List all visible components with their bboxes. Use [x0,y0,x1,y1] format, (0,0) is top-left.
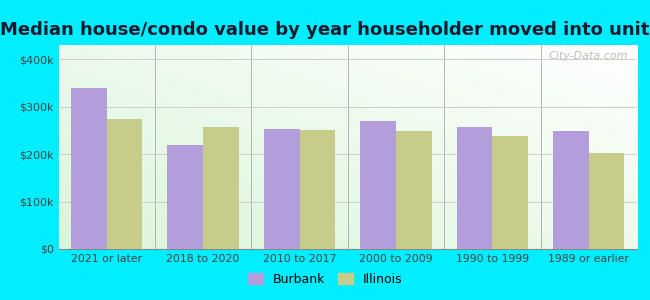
Bar [264,129,300,249]
Bar [360,121,396,249]
Bar [553,131,589,249]
Bar [300,130,335,249]
Bar [71,88,107,249]
Legend: Burbank, Illinois: Burbank, Illinois [242,268,408,291]
Text: City-Data.com: City-Data.com [549,51,629,61]
Bar [107,118,142,249]
Bar [168,145,203,249]
Bar [457,127,493,249]
Text: Median house/condo value by year householder moved into unit: Median house/condo value by year househo… [0,21,650,39]
Bar [589,153,625,249]
Bar [396,131,432,249]
Bar [492,136,528,249]
Bar [203,127,239,249]
